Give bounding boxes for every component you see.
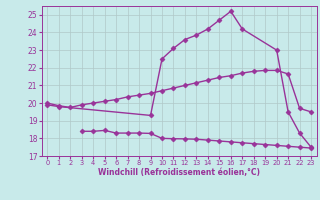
X-axis label: Windchill (Refroidissement éolien,°C): Windchill (Refroidissement éolien,°C) bbox=[98, 168, 260, 177]
